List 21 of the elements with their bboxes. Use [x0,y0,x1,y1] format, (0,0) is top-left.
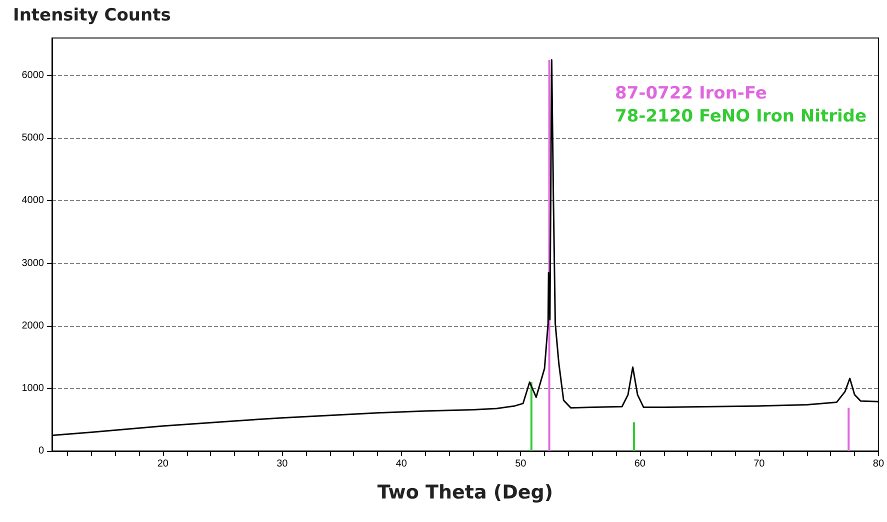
y-tick-label: 4000 [22,195,44,206]
bar [848,408,850,451]
y-tick-label: 5000 [22,132,44,144]
x-tick-label: 60 [634,458,646,470]
y-tick-label: 2000 [22,320,44,332]
chart-title: Intensity Counts [13,6,171,26]
y-tick-label: 1000 [22,382,44,394]
text: 87-0722 Iron-Fe [615,84,767,104]
x-tick-label: 40 [396,458,408,470]
text: 78-2120 FeNO Iron Nitride [615,106,866,126]
y-tick-label: 3000 [22,258,44,269]
x-tick-label: 70 [754,458,766,470]
bar [530,382,532,451]
x-axis-title: Two Theta (Deg) [377,482,554,504]
x-tick-label: 30 [276,458,288,470]
x-tick-label: 20 [157,458,169,470]
x-tick-label: 50 [515,458,527,470]
bar [632,422,635,451]
y-tick-label: 6000 [22,70,44,82]
x-tick-label: 80 [872,458,884,470]
y-tick-label: 0 [38,446,44,456]
